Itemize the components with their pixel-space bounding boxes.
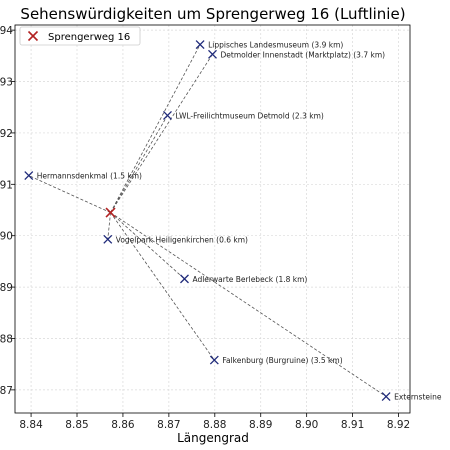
x-marker-stroke: [209, 355, 219, 365]
plot-frame: [14, 24, 411, 414]
x-tick-label: 8.92: [387, 419, 410, 431]
connection-line: [110, 54, 213, 213]
x-tick-label: 8.91: [341, 419, 364, 431]
connection-line: [107, 212, 111, 240]
x-tick-label: 8.90: [295, 419, 318, 431]
legend-box: [19, 26, 141, 46]
legend: Sprengerweg 16: [19, 26, 141, 46]
connection-line: [110, 212, 185, 280]
x-axis-label: Längengrad: [177, 431, 249, 445]
poi-label: Externsteine: [394, 393, 442, 402]
x-tick-label: 8.88: [203, 419, 226, 431]
poi-label: Hermannsdenkmal (1.5 km): [37, 172, 142, 181]
x-marker-stroke: [195, 40, 205, 49]
y-tick-label: 89: [0, 282, 13, 294]
poi-label: Detmolder Innenstadt (Marktplatz) (3.7 k…: [221, 50, 386, 59]
y-tick-label: 88: [0, 333, 13, 345]
y-tick-label: 92: [0, 128, 13, 140]
x-tick-label: 8.86: [111, 419, 135, 431]
chart-title: Sehenswürdigkeiten um Sprengerweg 16 (Lu…: [20, 5, 405, 23]
poi-marker-icon: [24, 171, 34, 181]
x-tick-label: 8.85: [65, 419, 88, 431]
grid: [15, 25, 410, 413]
x-tick-label: 8.84: [19, 419, 43, 431]
poi-marker-icon: [208, 49, 217, 59]
x-marker-stroke: [381, 392, 391, 402]
origin-marker-icon: [105, 207, 116, 218]
x-marker-stroke: [103, 234, 113, 244]
legend-cross: [27, 30, 39, 42]
legend-marker-icon: [27, 30, 39, 42]
poi-label: Falkenburg (Burgruine) (3.5 km): [222, 356, 342, 365]
poi-label: Lippisches Landesmuseum (3.9 km): [208, 41, 343, 50]
poi-marker-icon: [163, 110, 172, 120]
poi-marker-icon: [209, 355, 219, 365]
poi-label: LWL-Freilichtmuseum Detmold (2.3 km): [175, 111, 323, 120]
x-marker-stroke: [105, 207, 116, 218]
x-tick-label: 8.87: [157, 419, 180, 431]
y-tick-label: 87: [0, 385, 13, 397]
y-tick-label: 93: [0, 77, 13, 89]
connection-line: [110, 212, 215, 361]
connection-line: [28, 175, 111, 213]
x-marker-stroke: [163, 110, 172, 120]
poi-label: Adlerwarte Berlebeck (1.8 km): [192, 275, 307, 284]
points: [24, 40, 391, 402]
x-tick-label: 8.89: [249, 419, 272, 431]
connection-line: [110, 212, 387, 397]
connection-line: [110, 44, 201, 213]
point-labels: Lippisches Landesmuseum (3.9 km)Detmolde…: [37, 41, 442, 402]
x-marker-stroke: [180, 274, 189, 284]
x-marker-stroke: [24, 171, 34, 181]
legend-label: Sprengerweg 16: [48, 32, 130, 43]
connection-lines: [28, 44, 387, 397]
poi-marker-icon: [195, 40, 205, 49]
poi-marker-icon: [180, 274, 189, 284]
connection-line: [110, 115, 168, 213]
y-tick-label: 94: [0, 25, 13, 37]
y-tick-label: 90: [0, 231, 13, 243]
x-marker-stroke: [208, 49, 217, 59]
poi-marker-icon: [103, 234, 113, 244]
y-tick-label: 91: [0, 179, 13, 191]
x-marker-stroke: [27, 30, 39, 42]
poi-label: Vogelpark Heiligenkirchen (0.6 km): [116, 235, 248, 244]
y-axis-ticks: 87 88 89 90 91 92 93 94: [0, 25, 15, 397]
x-axis-ticks: 8.84 8.85 8.86 8.87 8.88 8.89 8.90 8.91 8.92: [19, 413, 410, 431]
poi-marker-icon: [381, 392, 391, 402]
